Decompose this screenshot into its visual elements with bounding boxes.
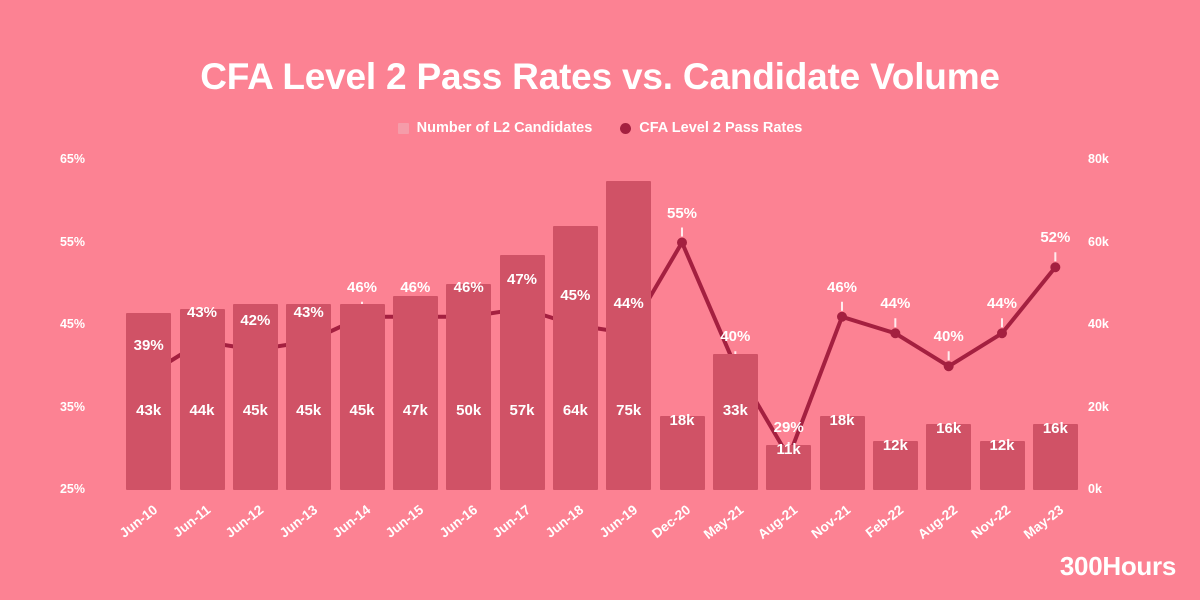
line-point-label: 46% xyxy=(346,278,378,296)
legend-square-icon xyxy=(397,122,409,134)
line-point-label: 44% xyxy=(880,295,911,313)
line-point-label: 43% xyxy=(186,303,218,321)
bar[interactable] xyxy=(392,296,438,490)
bar[interactable] xyxy=(286,304,332,490)
legend-item-candidates[interactable]: Number of L2 Candidates xyxy=(397,120,593,136)
bar-value-label: 57k xyxy=(509,402,535,419)
bar-value-label: 45k xyxy=(242,402,268,419)
bar[interactable] xyxy=(126,312,172,490)
line-point-label: 46% xyxy=(453,278,484,296)
bar[interactable] xyxy=(659,415,705,490)
chart-title: CFA Level 2 Pass Rates vs. Candidate Vol… xyxy=(200,56,1000,97)
bar[interactable] xyxy=(926,424,972,490)
legend-label-pass-rates: CFA Level 2 Pass Rates xyxy=(639,120,803,136)
legend-circle-icon xyxy=(620,122,632,134)
bar-value-label: 33k xyxy=(722,402,748,419)
bar-value-label: 45k xyxy=(296,402,322,419)
bar-value-label: 43k xyxy=(136,402,162,419)
bar[interactable] xyxy=(179,308,225,490)
line-point-label: 40% xyxy=(720,328,751,346)
y-axis-left-tick: 65% xyxy=(59,152,85,166)
bar-value-label: 16k xyxy=(936,420,962,437)
bar[interactable] xyxy=(979,440,1025,490)
bar[interactable] xyxy=(712,353,758,490)
line-point-label: 42% xyxy=(240,311,271,329)
y-axis-left-tick: 55% xyxy=(59,234,85,249)
bar-value-label: 16k xyxy=(1042,420,1068,437)
legend-item-pass-rates[interactable]: CFA Level 2 Pass Rates xyxy=(620,120,802,136)
bar[interactable] xyxy=(872,440,918,490)
bar[interactable] xyxy=(499,254,545,490)
bar[interactable] xyxy=(606,180,652,490)
bar-value-label: 64k xyxy=(562,402,588,419)
line-point-label: 46% xyxy=(826,278,858,296)
bar-value-label: 50k xyxy=(456,402,482,419)
bar[interactable] xyxy=(766,444,812,490)
y-axis-left-tick: 45% xyxy=(59,317,85,331)
line-point-label: 39% xyxy=(133,336,164,354)
y-axis-left-tick: 25% xyxy=(59,482,85,496)
y-axis-right-tick: 20k xyxy=(1088,399,1109,414)
y-axis-right-tick: 40k xyxy=(1088,317,1109,331)
bar-value-label: 45k xyxy=(349,402,375,419)
line-point-label: 46% xyxy=(400,278,431,296)
bar[interactable] xyxy=(819,415,865,490)
bar-value-label: 11k xyxy=(776,440,801,458)
line-point-label: 44% xyxy=(986,295,1018,313)
bar-value-label: 44k xyxy=(189,402,215,419)
y-axis-right-tick: 60k xyxy=(1088,234,1109,249)
line-point-label: 47% xyxy=(506,270,538,288)
y-axis-right-tick: 80k xyxy=(1088,152,1109,166)
chart-legend: Number of L2 Candidates CFA Level 2 Pass… xyxy=(0,120,1200,136)
bar-value-label: 12k xyxy=(882,436,908,454)
line-point-label: 29% xyxy=(773,419,804,436)
line-point-label: 52% xyxy=(1040,229,1071,247)
y-axis-right-tick: 0k xyxy=(1088,482,1102,496)
watermark-300hours: 300Hours xyxy=(1059,551,1176,581)
bar[interactable] xyxy=(446,283,492,490)
bar-value-label: 12k xyxy=(989,436,1015,454)
bar[interactable] xyxy=(552,226,598,490)
legend-label-candidates: Number of L2 Candidates xyxy=(416,120,593,136)
bar[interactable] xyxy=(232,304,278,490)
line-point-label: 55% xyxy=(666,204,698,222)
bar-value-label: 18k xyxy=(829,411,855,429)
bar[interactable] xyxy=(1032,424,1078,490)
bar-value-label: 75k xyxy=(616,402,642,419)
line-point-label: 44% xyxy=(613,295,644,313)
line-point-label: 43% xyxy=(293,303,324,321)
bar-value-label: 18k xyxy=(669,411,695,429)
y-axis-left-tick: 35% xyxy=(59,399,85,414)
line-point-label: 45% xyxy=(560,287,591,304)
bar-value-label: 47k xyxy=(402,402,428,419)
bar[interactable] xyxy=(339,304,385,490)
line-point-label: 40% xyxy=(933,328,964,346)
